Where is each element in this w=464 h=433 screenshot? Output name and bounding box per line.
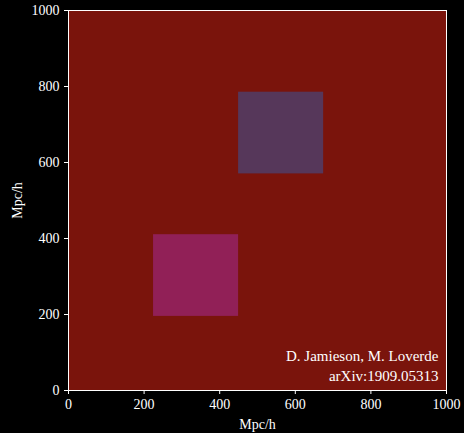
svg-text:400: 400	[209, 397, 230, 412]
svg-text:0: 0	[65, 397, 72, 412]
svg-text:600: 600	[285, 397, 306, 412]
svg-text:1000: 1000	[32, 3, 60, 18]
svg-text:800: 800	[39, 79, 60, 94]
svg-text:200: 200	[134, 397, 155, 412]
svg-text:0: 0	[53, 383, 60, 398]
svg-text:Mpc/h: Mpc/h	[10, 182, 25, 219]
svg-text:1000: 1000	[433, 397, 461, 412]
svg-text:D. Jamieson, M. Loverde: D. Jamieson, M. Loverde	[286, 348, 439, 364]
svg-text:200: 200	[39, 307, 60, 322]
svg-text:arXiv:1909.05313: arXiv:1909.05313	[329, 368, 439, 384]
svg-text:Mpc/h: Mpc/h	[239, 417, 276, 432]
svg-text:400: 400	[39, 231, 60, 246]
svg-text:800: 800	[360, 397, 381, 412]
svg-text:600: 600	[39, 155, 60, 170]
